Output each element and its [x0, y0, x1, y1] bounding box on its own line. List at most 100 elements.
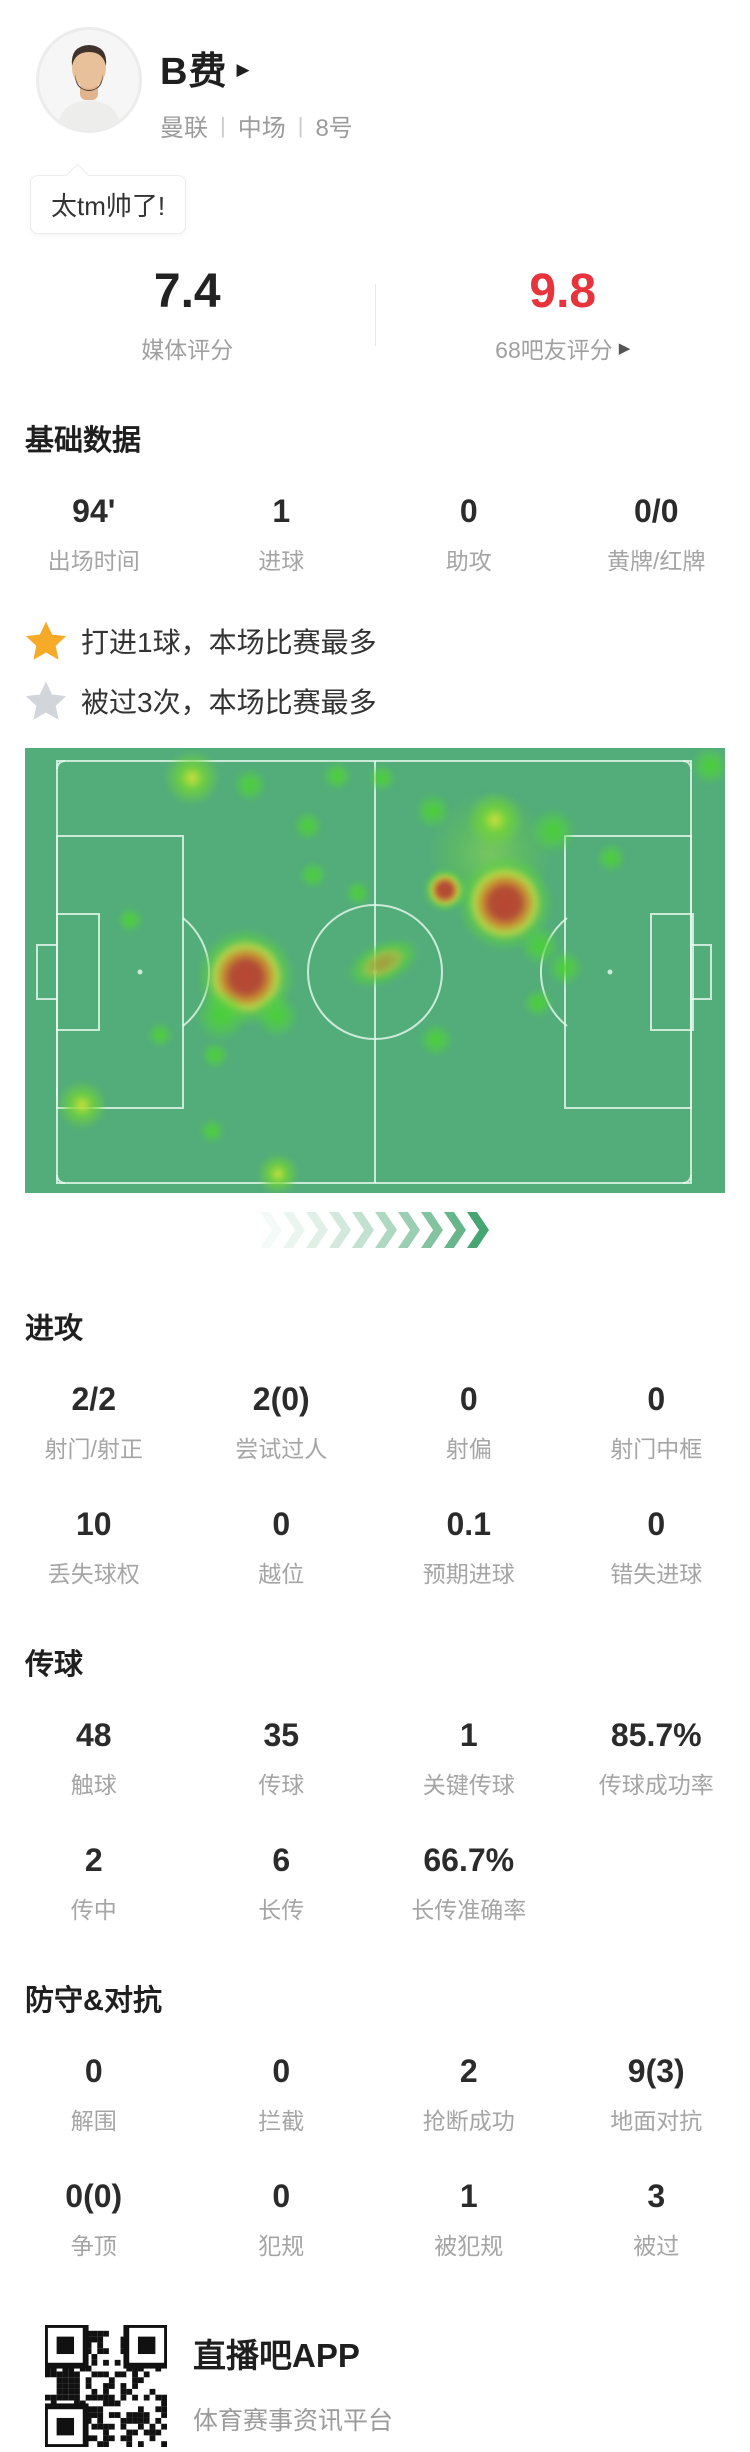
- media-rating-value: 7.4: [0, 264, 375, 319]
- stat-label: 越位: [188, 1555, 376, 1589]
- heat-blob-yellow: [164, 750, 220, 806]
- footer-text: 直播吧APP 体育赛事资讯平台: [193, 2325, 393, 2437]
- app-name: 直播吧APP: [193, 2329, 393, 2377]
- heat-blob-green: [523, 988, 553, 1018]
- position: 中场: [238, 108, 286, 143]
- stat-label: 出场时间: [0, 542, 188, 576]
- stat-label: 触球: [0, 1766, 188, 1800]
- heat-blob-green: [195, 990, 247, 1042]
- stat-value: 85.7%: [563, 1717, 750, 1754]
- stat-cell: 2/2 射门/射正: [0, 1381, 188, 1464]
- stat-label: 长传: [188, 1891, 376, 1925]
- stat-cell: 48 触球: [0, 1717, 188, 1800]
- stat-value: 0.1: [375, 1506, 563, 1543]
- section-title-0: 进攻: [25, 1305, 750, 1347]
- stat-cell: [563, 1842, 750, 1925]
- stat-value: 2: [0, 1842, 188, 1879]
- stat-label: 传球成功率: [563, 1766, 750, 1800]
- chevron-arrow-icon: [398, 1212, 420, 1248]
- stat-value: 2: [375, 2053, 563, 2090]
- app-description: 体育赛事资讯平台: [193, 2401, 393, 2437]
- stat-cell: 10 丢失球权: [0, 1506, 188, 1589]
- stat-label: 长传准确率: [375, 1891, 563, 1925]
- media-rating: 7.4 媒体评分: [0, 264, 375, 365]
- section-title-basic: 基础数据: [25, 417, 750, 459]
- section-title-1: 传球: [25, 1641, 750, 1683]
- heat-blob-green: [199, 1118, 225, 1144]
- stat-value: 6: [188, 1842, 376, 1879]
- heat-blob-yellow: [466, 791, 524, 849]
- fan-rating-value: 9.8: [376, 264, 750, 319]
- stat-value: 48: [0, 1717, 188, 1754]
- stat-value: 0: [563, 1506, 750, 1543]
- stat-label: 关键传球: [375, 1766, 563, 1800]
- chevron-arrow-icon: [375, 1212, 397, 1248]
- stat-value: 0(0): [0, 2178, 188, 2215]
- stat-label: 传球: [188, 1766, 376, 1800]
- stat-value: 0: [188, 2178, 376, 2215]
- heat-blob-red: [423, 868, 467, 912]
- highlight-row: 打进1球，本场比赛最多: [0, 620, 750, 662]
- stat-cell: 85.7% 传球成功率: [563, 1717, 750, 1800]
- highlights: 打进1球，本场比赛最多被过3次，本场比赛最多: [0, 620, 750, 722]
- stat-label: 犯规: [188, 2227, 376, 2261]
- heat-blob-yellow: [57, 1080, 107, 1130]
- player-name-row[interactable]: B费 ▶: [160, 26, 750, 95]
- heat-blob-green: [233, 768, 267, 802]
- highlight-text: 被过3次，本场比赛最多: [81, 681, 377, 721]
- chevron-progress-arrows: [0, 1207, 750, 1253]
- stat-value: 0: [375, 493, 563, 530]
- heat-blob-green: [547, 950, 583, 986]
- heat-blob-green: [201, 1041, 229, 1069]
- heat-blob-green: [691, 748, 725, 785]
- meta-separator: |: [298, 113, 304, 139]
- stat-label: 预期进球: [375, 1555, 563, 1589]
- ratings-row: 7.4 媒体评分 9.8 68吧友评分 ▶: [0, 264, 750, 365]
- section-title-2: 防守&对抗: [25, 1977, 750, 2019]
- heat-blob-green: [345, 880, 371, 906]
- position-heatmap: [25, 748, 725, 1193]
- stat-label: 被过: [563, 2227, 750, 2261]
- stat-cell: 0 错失进球: [563, 1506, 750, 1589]
- stat-cell: 2(0)尝试过人: [188, 1381, 376, 1464]
- stat-value: 35: [188, 1717, 376, 1754]
- stat-cell: 0.1 预期进球: [375, 1506, 563, 1589]
- fan-rating[interactable]: 9.8 68吧友评分 ▶: [376, 264, 750, 365]
- fan-rating-label-text: 68吧友评分: [495, 331, 613, 365]
- stat-label: 被犯规: [375, 2227, 563, 2261]
- stat-cell: 35 传球: [188, 1717, 376, 1800]
- stat-label: 射门/射正: [0, 1430, 188, 1464]
- fan-quote-text: 太tm帅了!: [51, 191, 165, 221]
- stat-label: 地面对抗: [563, 2102, 750, 2136]
- stat-label: 射门中框: [563, 1430, 750, 1464]
- stat-cell: 9(3) 地面对抗: [563, 2053, 750, 2136]
- heat-blob-green: [419, 1023, 453, 1057]
- stat-value: 2/2: [0, 1381, 188, 1418]
- chevron-arrow-icon: [283, 1212, 305, 1248]
- chevron-arrow-icon: [260, 1212, 282, 1248]
- chevron-right-icon: ▶: [619, 339, 631, 357]
- heat-blob-yellow: [257, 1153, 299, 1193]
- qr-code: [45, 2325, 167, 2447]
- qr-pattern: [45, 2325, 167, 2447]
- stat-label: 丢失球权: [0, 1555, 188, 1589]
- stat-label: 错失进球: [563, 1555, 750, 1589]
- stat-value: 10: [0, 1506, 188, 1543]
- stat-cell: 6 长传: [188, 1842, 376, 1925]
- stat-value: 0: [0, 2053, 188, 2090]
- player-avatar[interactable]: [36, 27, 142, 133]
- stat-value: 1: [188, 493, 376, 530]
- player-header: B费 ▶ 曼联 | 中场 | 8号 太tm帅了!: [0, 0, 750, 234]
- stat-value: 9(3): [563, 2053, 750, 2090]
